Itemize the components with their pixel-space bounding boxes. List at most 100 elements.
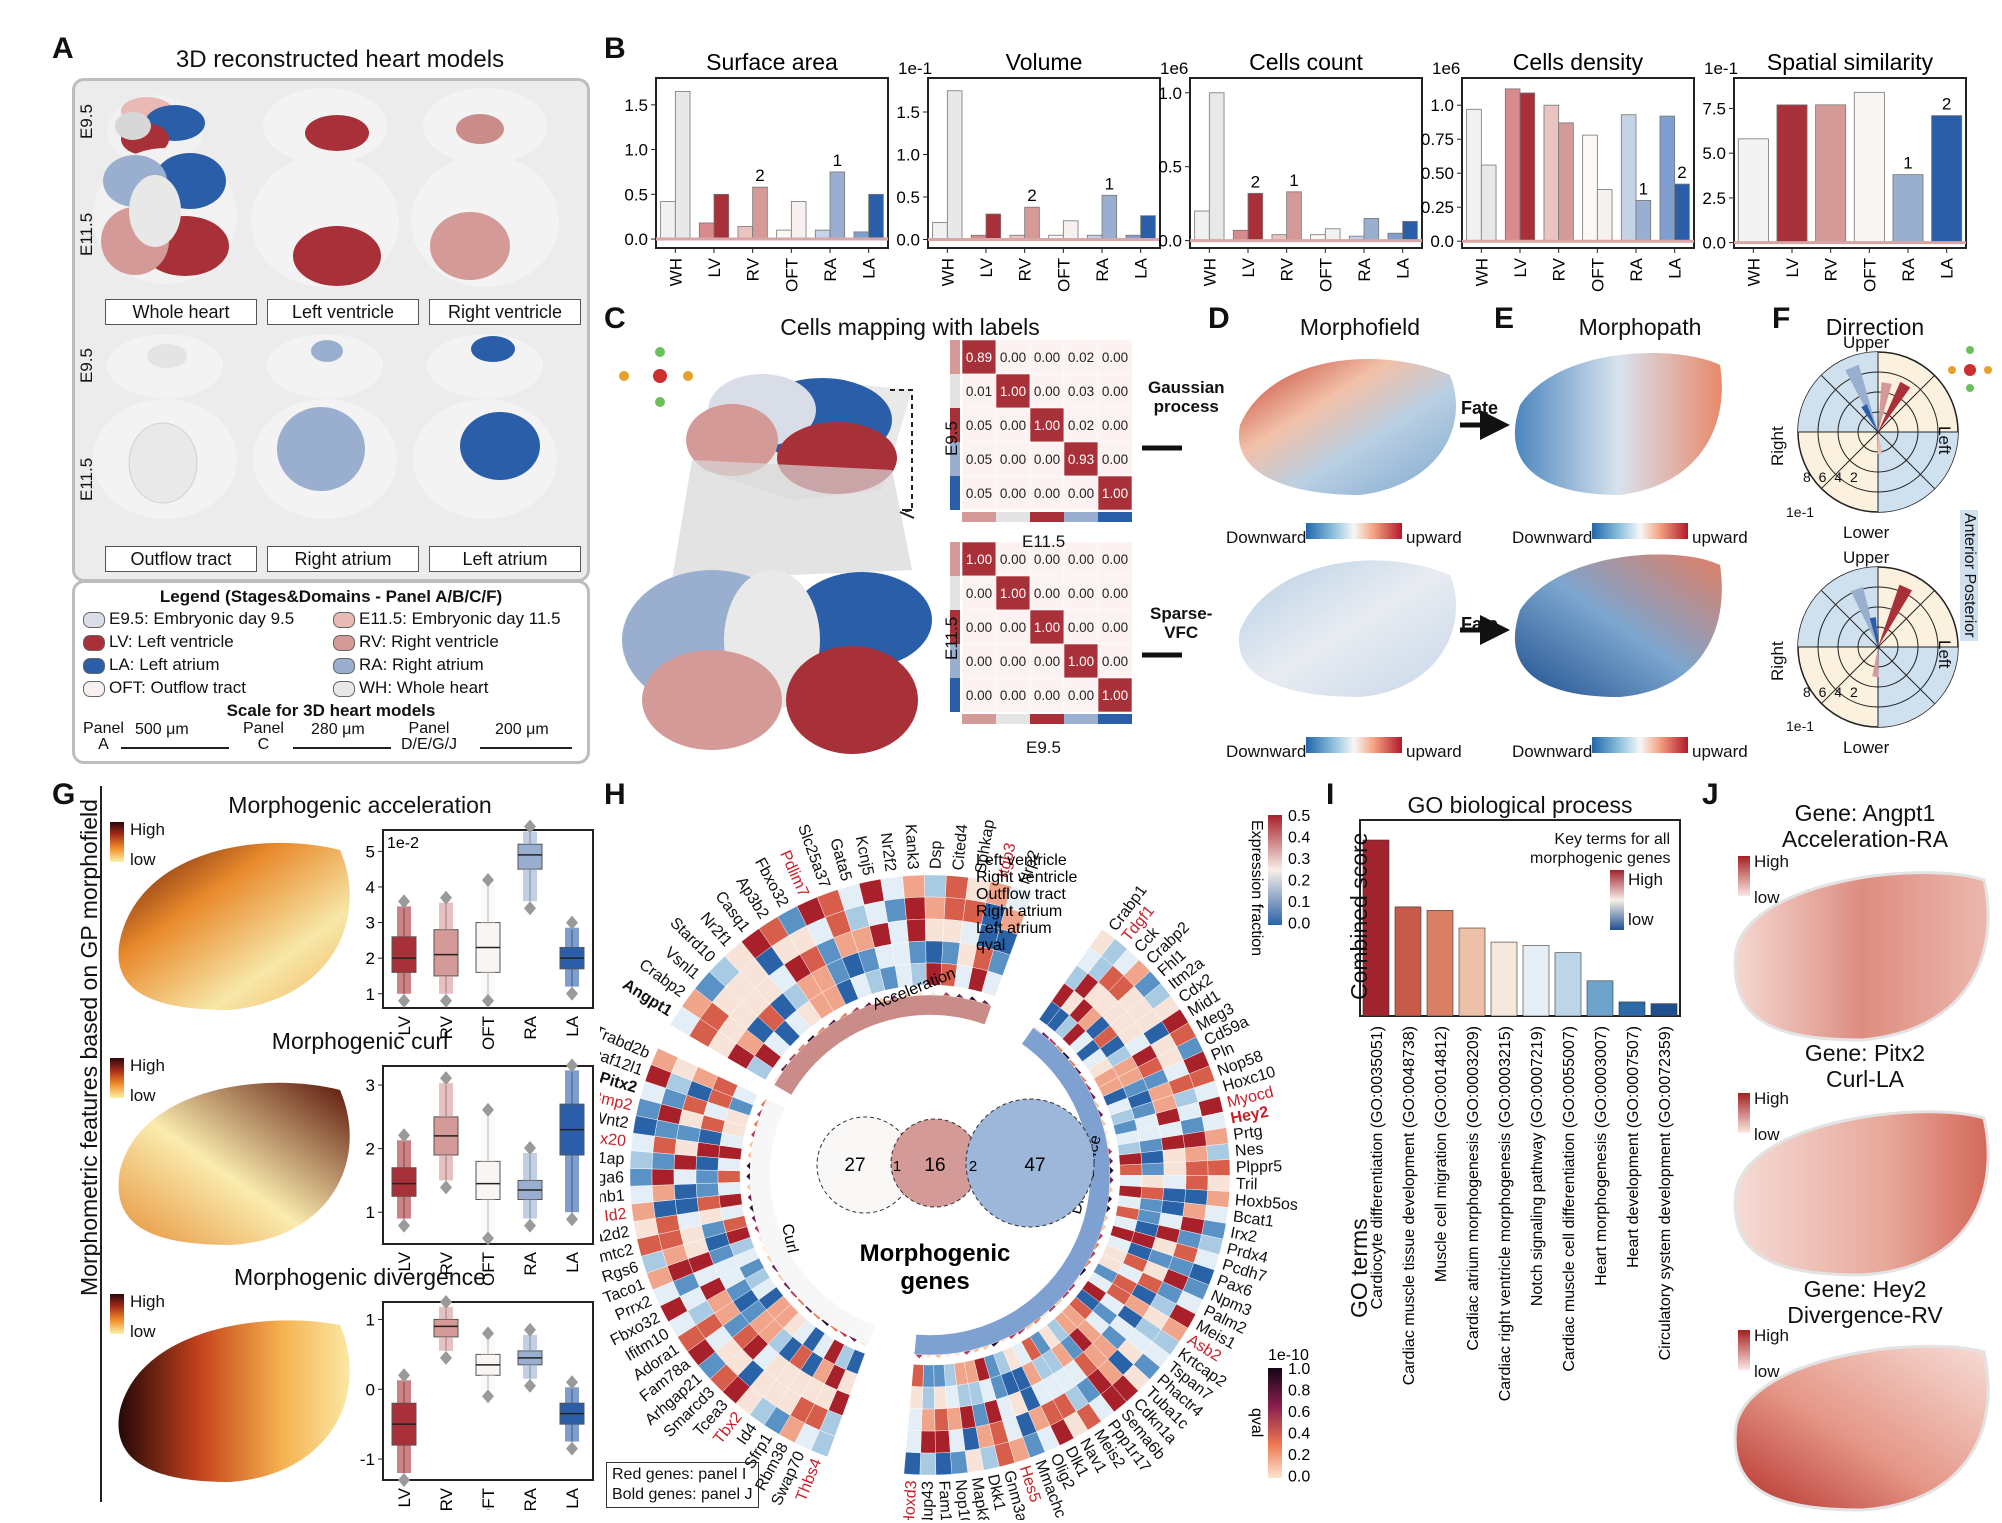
h-band-acceleration	[773, 994, 992, 1096]
h-cell	[925, 918, 945, 942]
h-note-red: Red genes: panel I	[612, 1466, 747, 1483]
f-bot-upper: Upper	[1843, 548, 1890, 567]
heart-e95-ra	[311, 340, 343, 362]
i-low: low	[1628, 910, 1654, 929]
h-expr-cbar	[1268, 815, 1282, 925]
b-xtick-label: WH	[666, 258, 685, 286]
h-gene-label: Nop10	[952, 1479, 974, 1520]
e-top-cbar-left: Downward	[1512, 528, 1593, 547]
h-row-label: qval	[976, 937, 1005, 954]
h-expr-tick: 0.5	[1288, 808, 1310, 825]
h-cell	[904, 896, 926, 921]
g-outlier	[524, 1141, 536, 1155]
h-cell	[1162, 1147, 1186, 1164]
b-rank-label: 1	[1105, 174, 1114, 193]
b-bar	[1659, 115, 1676, 242]
g-outlier	[524, 1322, 536, 1337]
g-box	[433, 1318, 459, 1338]
g-box-outer	[523, 1153, 537, 1181]
h-gene-label: Irx2	[1229, 1225, 1258, 1247]
b-chart-title: Cells count	[1249, 49, 1363, 75]
h-cell	[630, 1185, 654, 1205]
hm-cell	[1029, 677, 1065, 713]
b-bar	[1504, 88, 1521, 242]
h-expr-tick: 0.0	[1288, 916, 1310, 933]
panel-g-letter: G	[52, 778, 76, 811]
d-top-cbar-right: upward	[1406, 528, 1462, 547]
panel-j-letter: J	[1702, 778, 1719, 811]
f-axis-z-icon	[1966, 346, 1974, 354]
b-ytick-label: 0.5	[896, 188, 920, 207]
b-bar	[1232, 229, 1249, 242]
h-gene-label: Nup43	[919, 1481, 936, 1520]
h-cell	[948, 1428, 966, 1453]
panel-i-title: GO biological process	[1407, 792, 1633, 818]
i-term-label: Cardiac muscle cell differentiation (GO:…	[1561, 1026, 1578, 1372]
cbar-d-bottom	[1306, 737, 1402, 753]
b-chart-exponent: 1e6	[1432, 59, 1460, 78]
hm-cell-label: 0.00	[1102, 586, 1128, 601]
caption-outflow-tract: Outflow tract	[105, 546, 257, 572]
b-chart-exponent: 1e-1	[898, 59, 932, 78]
f-wedge	[1850, 586, 1878, 647]
h-cell	[1119, 1175, 1143, 1187]
g-cbar-0	[110, 822, 124, 862]
panel-h-letter: H	[604, 778, 626, 811]
g-xtick-label: LV	[395, 1251, 414, 1271]
b-bar	[1582, 134, 1598, 242]
b-rank-label: 2	[1251, 172, 1260, 191]
h-gene-label: Wnt2	[600, 1109, 630, 1132]
h-venn-divergence	[965, 1098, 1095, 1228]
h-cell	[891, 941, 911, 967]
hm-col-swatch	[962, 714, 996, 724]
g-xtick-label: OFT	[479, 1252, 498, 1286]
g-ytick-label: 3	[366, 914, 375, 933]
stage-label-row3: E9.5	[77, 348, 96, 383]
f-top-rticks: 8 6 4 2	[1803, 469, 1860, 485]
i-bar	[1362, 839, 1390, 1017]
fate-label-top: Fate	[1461, 398, 1499, 418]
h-qval-tick: 0.0	[1288, 1469, 1310, 1486]
b-xtick-label: RV	[744, 257, 763, 281]
b-ytick-label: 1.5	[624, 96, 648, 115]
caption-left-atrium: Left atrium	[429, 546, 581, 572]
h-gene-label: Kank3	[902, 824, 921, 870]
g-ytick-label: 3	[366, 1076, 375, 1095]
hm-cell	[1097, 475, 1133, 511]
g-outlier	[482, 1102, 494, 1117]
panel-de-figure	[1238, 353, 1722, 753]
j-high-0: High	[1754, 852, 1789, 871]
legend-swatch-e95	[83, 611, 105, 628]
i-bar	[1586, 980, 1614, 1017]
b-bar	[1519, 92, 1536, 242]
h-gene-label: Tbx20	[600, 1128, 627, 1150]
g-outlier	[524, 1378, 536, 1393]
g-box	[391, 1167, 417, 1197]
heart-e95-la	[471, 336, 515, 362]
g-xtick-label: RV	[437, 1251, 456, 1275]
axis-x-neg-icon	[619, 371, 629, 381]
f-axis-y-icon	[1984, 366, 1992, 374]
scale-c-value: 280 μm	[311, 721, 365, 738]
g-boxplot-2: -1 0 1 LV RV OFT RA LA	[360, 1294, 594, 1510]
g-field-curl	[118, 1082, 350, 1245]
h-cell	[651, 1152, 676, 1170]
g-high-2: High	[130, 1292, 165, 1311]
h-cell	[651, 1168, 675, 1186]
hm-cell-label: 0.00	[1000, 688, 1026, 703]
stage-label-row4: E11.5	[77, 457, 96, 501]
g-box-outer	[481, 884, 495, 923]
g-outlier	[440, 1350, 452, 1365]
i-bar	[1458, 927, 1486, 1017]
hm-row-swatch	[950, 408, 960, 442]
g-ytick-label: 0	[366, 1380, 375, 1399]
h-cell	[880, 876, 905, 902]
b-xtick-label: OFT	[782, 258, 801, 292]
h-venn-16: 16	[924, 1155, 945, 1176]
hm-cell	[1029, 340, 1065, 375]
f-axis-zn-icon	[1966, 384, 1974, 392]
h-cell	[1163, 1175, 1187, 1190]
j-cbar-2	[1738, 1330, 1750, 1370]
b-chart-0: Surface area 0.0 0.5 1.0 1.5 WH LV RV OFT RA LA 2 1	[624, 49, 889, 292]
hm-cell-label: 1.00	[1068, 654, 1094, 669]
